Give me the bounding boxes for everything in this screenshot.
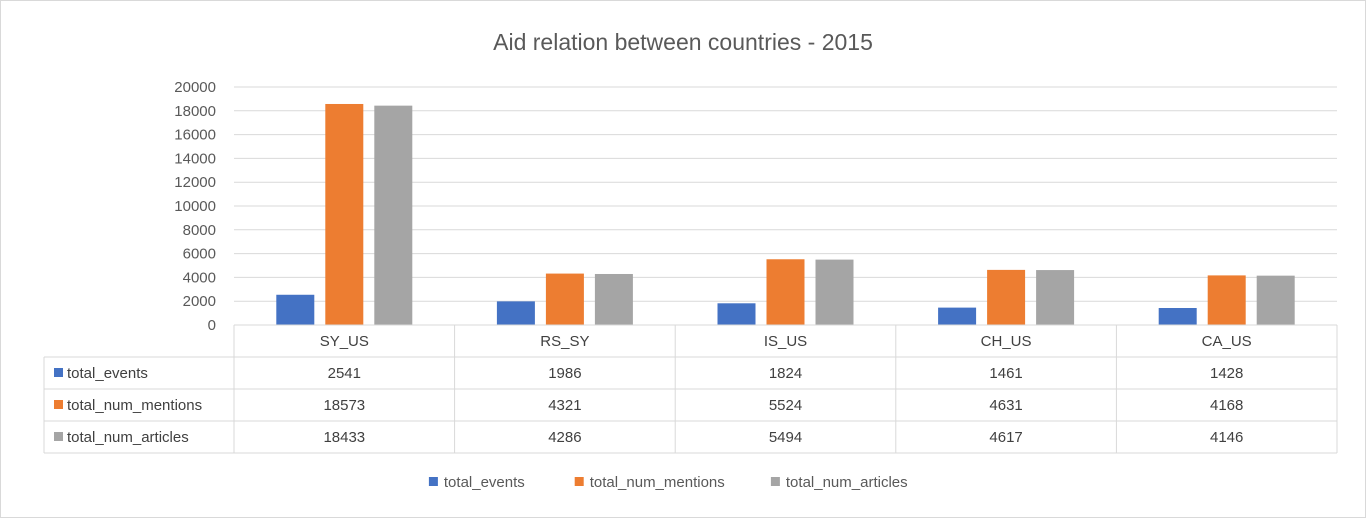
legend-key-total-events [428, 477, 438, 486]
legend-label-total-num-mentions: total_num_mentions [590, 474, 725, 491]
table-row-label: total_num_mentions [67, 397, 202, 414]
bar-total-num-mentions-is-us [766, 259, 805, 325]
table-cell: 1986 [548, 365, 581, 382]
bar-total-num-articles-rs-sy [594, 273, 633, 325]
x-tick-label: IS_US [764, 333, 807, 350]
y-tick-label: 4000 [183, 269, 216, 286]
bar-total-num-articles-ca-us [1256, 275, 1295, 325]
bar-total-num-articles-is-us [815, 259, 854, 325]
table-cell: 4617 [989, 429, 1022, 446]
table-cell: 4168 [1210, 397, 1243, 414]
table-legend-key [54, 400, 63, 409]
x-tick-label: SY_US [320, 333, 369, 350]
y-tick-label: 2000 [183, 293, 216, 310]
table-cell: 1461 [989, 365, 1022, 382]
bar-total-num-articles-sy-us [374, 105, 413, 325]
legend: total_events total_num_mentions total_num_… [428, 474, 908, 491]
table-cell: 4631 [989, 397, 1022, 414]
table-cell: 18433 [323, 429, 365, 446]
legend-label-total-events: total_events [444, 474, 525, 491]
legend-key-total-num-articles [770, 477, 780, 486]
y-tick-label: 0 [208, 317, 216, 334]
legend-label-total-num-articles: total_num_articles [786, 474, 908, 491]
gridlines [234, 86, 1337, 302]
table-cell: 5524 [769, 397, 802, 414]
bar-total-num-mentions-ca-us [1207, 275, 1246, 325]
y-tick-label: 20000 [174, 79, 216, 96]
bar-total-events-rs-sy [496, 301, 535, 325]
bar-total-events-ch-us [938, 307, 977, 325]
table-row-label: total_events [67, 365, 148, 382]
table-legend-key [54, 368, 63, 377]
y-tick-label: 6000 [183, 246, 216, 263]
x-tick-label: RS_SY [540, 333, 589, 350]
y-tick-label: 8000 [183, 222, 216, 239]
table-cell: 4146 [1210, 429, 1243, 446]
table-cell: 4321 [548, 397, 581, 414]
y-tick-label: 12000 [174, 174, 216, 191]
table-legend-key [54, 432, 63, 441]
bar-total-events-is-us [717, 303, 756, 325]
bar-total-num-articles-ch-us [1036, 270, 1075, 325]
table-cell: 2541 [328, 365, 361, 382]
chart-title: Aid relation between countries - 2015 [493, 29, 873, 55]
y-tick-label: 16000 [174, 127, 216, 144]
table-cell: 5494 [769, 429, 802, 446]
table-cell: 1824 [769, 365, 802, 382]
bar-total-num-mentions-sy-us [325, 103, 364, 326]
table-row-label: total_num_articles [67, 429, 189, 446]
y-tick-label: 18000 [174, 103, 216, 120]
data-table: SY_US RS_SY IS_US CH_US CA_US total_events 254… [43, 324, 1338, 454]
table-cell: 1428 [1210, 365, 1243, 382]
y-tick-label: 10000 [174, 198, 216, 215]
bars [276, 103, 1295, 326]
bar-total-events-sy-us [276, 294, 315, 325]
table-cell: 18573 [323, 397, 365, 414]
x-tick-label: CA_US [1202, 333, 1252, 350]
legend-key-total-num-mentions [574, 477, 584, 486]
y-tick-label: 14000 [174, 150, 216, 167]
bar-total-num-mentions-ch-us [987, 269, 1026, 325]
table-cell: 4286 [548, 429, 581, 446]
bar-total-num-mentions-rs-sy [545, 273, 584, 325]
y-axis-ticks: 0 2000 4000 6000 8000 10000 12000 14000 16000 180… [174, 79, 216, 334]
bar-total-events-ca-us [1158, 308, 1197, 325]
x-tick-label: CH_US [981, 333, 1032, 350]
